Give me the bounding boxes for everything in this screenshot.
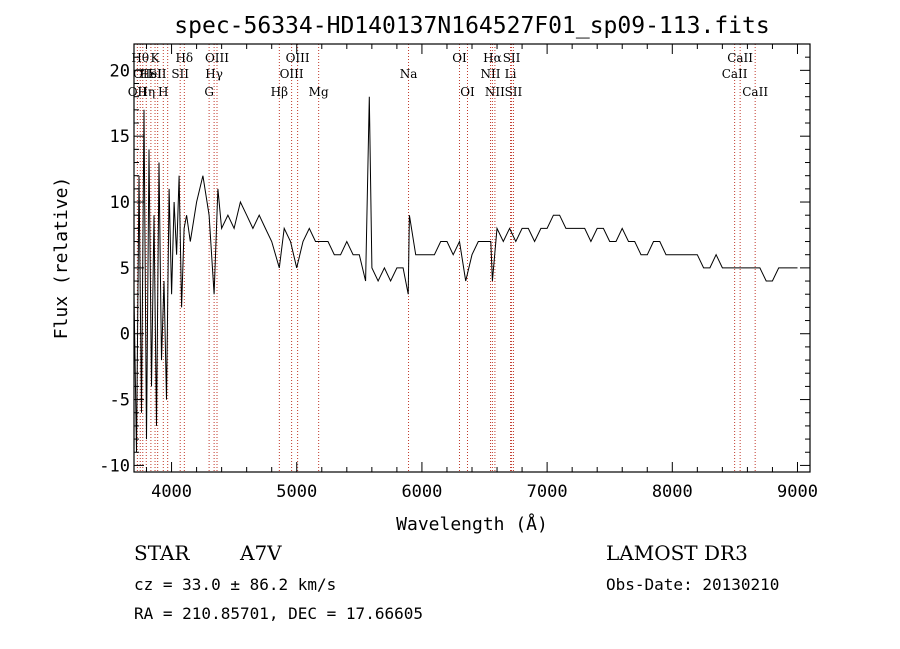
y-axis-label: Flux (relative) — [51, 177, 72, 340]
x-tick-label: 6000 — [401, 482, 442, 502]
object-subclass: A7V — [239, 541, 282, 565]
line-label: Li — [505, 67, 517, 81]
y-tick-label: -10 — [99, 456, 130, 476]
line-label: OI — [452, 51, 467, 65]
line-label: NII — [485, 85, 505, 99]
x-axis: 4000 5000 6000 7000 8000 9000 — [146, 44, 818, 502]
line-label: Hβ — [271, 85, 288, 99]
line-label: CaII — [742, 85, 768, 99]
line-label: SII — [503, 51, 521, 65]
y-tick-label: 10 — [110, 193, 130, 213]
object-class: STAR — [134, 541, 190, 565]
x-tick-label: 9000 — [777, 482, 818, 502]
x-tick-label: 5000 — [276, 482, 317, 502]
plot-frame — [133, 43, 811, 473]
line-label: G — [204, 85, 214, 99]
x-tick-label: 8000 — [652, 482, 693, 502]
line-label: CaII — [727, 51, 753, 65]
y-tick-label: -5 — [110, 391, 130, 411]
survey-name: LAMOST DR3 — [606, 541, 748, 565]
line-label: H — [158, 85, 168, 99]
line-label: OIII — [280, 67, 304, 81]
y-axis: -10 -5 0 5 10 15 20 — [99, 43, 810, 476]
x-axis-label: Wavelength (Å) — [396, 513, 548, 535]
line-label: K — [151, 51, 161, 65]
line-label: SII — [171, 67, 189, 81]
x-tick-label: 7000 — [527, 482, 568, 502]
line-label: Hθ — [131, 51, 149, 65]
y-tick-label: 15 — [110, 127, 130, 147]
x-tick-label: 4000 — [151, 482, 192, 502]
line-label: SII — [505, 85, 523, 99]
chart-title: spec-56334-HD140137N164527F01_sp09-113.f… — [174, 13, 769, 39]
spectral-line-labels: OIIHθOIIHηHeIKSIIHHδSIIGHγOIIIHβOIIIOIII… — [128, 51, 769, 99]
line-label: SII — [149, 67, 167, 81]
line-label: NII — [481, 67, 501, 81]
y-tick-label: 0 — [120, 325, 130, 345]
line-label: Hα — [483, 51, 502, 65]
line-label: Hη — [137, 85, 155, 99]
line-label: Hδ — [175, 51, 193, 65]
line-label: OIII — [286, 51, 310, 65]
y-tick-label: 20 — [110, 61, 130, 81]
y-tick-label: 5 — [120, 259, 130, 279]
coordinates-text: RA = 210.85701, DEC = 17.66605 — [134, 604, 423, 623]
line-label: OII — [128, 85, 148, 99]
line-label: Mg — [309, 85, 329, 99]
line-label: OI — [460, 85, 475, 99]
line-label: Hγ — [205, 67, 223, 81]
line-label: HeI — [140, 67, 163, 81]
line-label: CaII — [722, 67, 748, 81]
line-label: OIII — [205, 51, 229, 65]
redshift-text: cz = 33.0 ± 86.2 km/s — [134, 575, 336, 594]
spectral-line-markers — [136, 44, 756, 472]
spectrum-series-line — [133, 96, 798, 453]
line-label: Na — [400, 67, 418, 81]
obs-date-text: Obs-Date: 20130210 — [606, 575, 779, 594]
